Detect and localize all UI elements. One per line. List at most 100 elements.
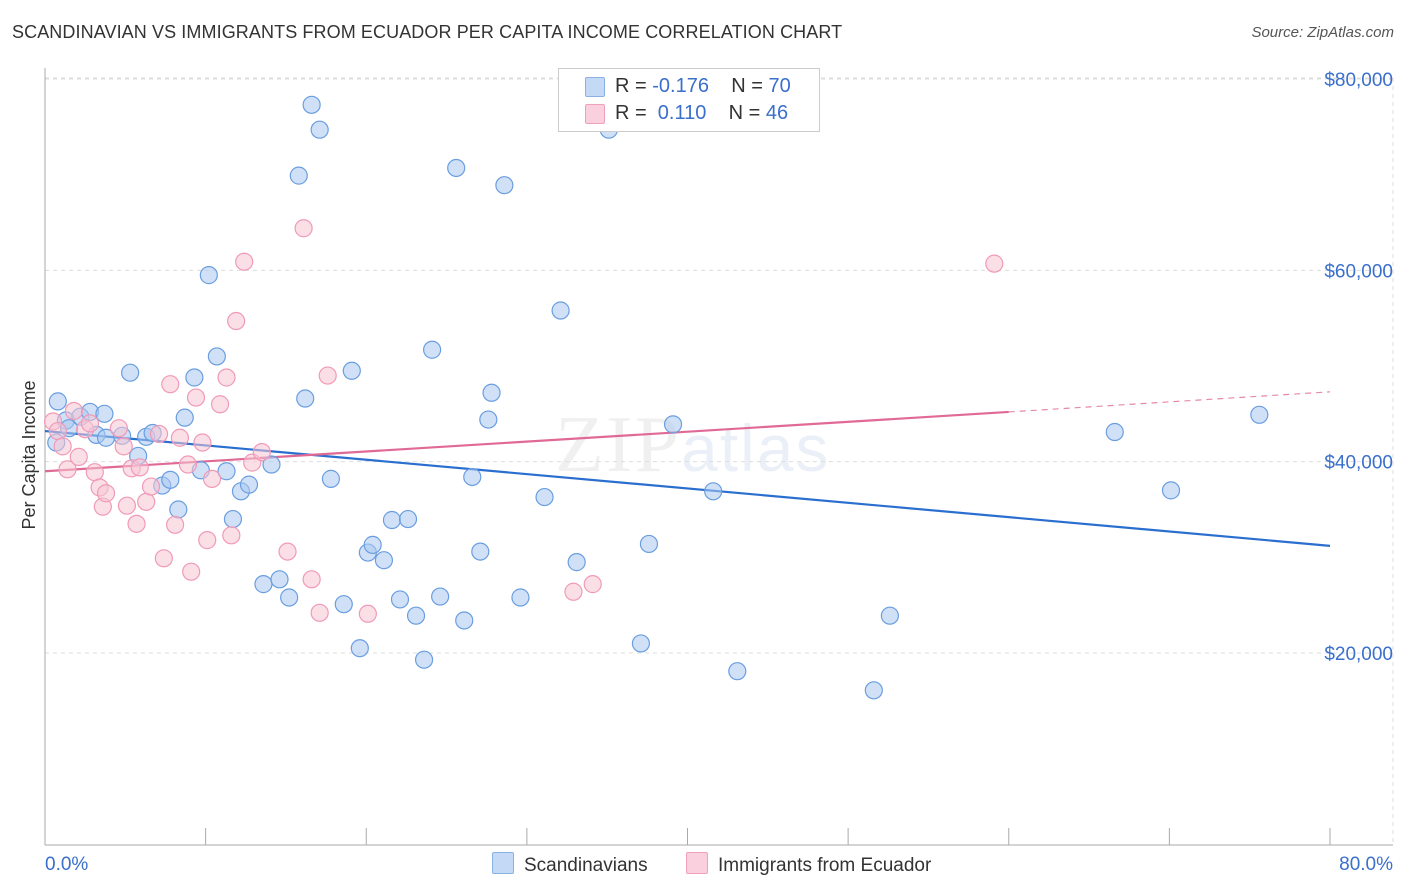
ecuador-point: [217, 368, 236, 387]
scandinavian-point: [223, 509, 243, 529]
scandinavian-point: [423, 340, 442, 359]
r-value: -0.176: [652, 75, 709, 97]
ecuador-point: [117, 496, 137, 515]
scandinavian-point: [169, 500, 188, 519]
scandinavian-point: [414, 650, 434, 669]
scandinavian-point: [280, 588, 299, 607]
bottom-legend-swatch-ecuador: [686, 852, 708, 874]
source-label: Source: ZipAtlas.com: [1251, 24, 1394, 41]
ecuador-point: [198, 531, 217, 550]
scandinavian-point: [161, 470, 180, 489]
scandinavian-point: [1161, 481, 1181, 500]
legend-text: R = 0.110 N = 46: [615, 102, 788, 125]
watermark-zip: ZIP: [555, 401, 681, 489]
ecuador-point: [294, 219, 313, 238]
scandinavian-point: [704, 482, 723, 501]
scandinavian-point: [390, 590, 410, 609]
scandinavian-point: [185, 368, 204, 387]
ecuador-point: [109, 419, 128, 438]
chart-title: SCANDINAVIAN VS IMMIGRANTS FROM ECUADOR …: [12, 22, 843, 42]
scandinavian-point: [880, 606, 899, 625]
scandinavian-point: [48, 392, 67, 411]
scandinavian-point: [1250, 405, 1269, 424]
ecuador-point: [53, 437, 72, 456]
scandinavian-point: [175, 408, 194, 427]
y-tick-label: $80,000: [1324, 70, 1393, 91]
axes: [44, 68, 1393, 846]
ecuador-point: [202, 469, 222, 488]
bottom-legend-ecuador[interactable]: Immigrants from Ecuador: [686, 852, 931, 877]
ecuador-point: [193, 433, 212, 452]
scandinavian-point: [663, 415, 683, 434]
scandinavian-point: [864, 681, 883, 700]
scandinavian-point: [431, 587, 450, 606]
ecuador-point: [166, 515, 185, 534]
scandinavian-point: [567, 553, 586, 572]
scandinavian-point: [382, 510, 402, 530]
ecuador-point: [58, 460, 77, 479]
ecuador-point: [114, 437, 133, 456]
scandinavian-point: [217, 462, 236, 481]
ecuador-point: [227, 311, 246, 331]
scandinavian-point: [302, 95, 321, 114]
r-label: R =: [615, 102, 653, 124]
ecuador-point: [358, 604, 377, 623]
scandinavian-point: [254, 575, 273, 594]
y-axis-label: Per Capita Income: [19, 380, 39, 529]
ecuador-point: [583, 575, 602, 594]
ecuador-point: [69, 447, 88, 466]
ecuador-point: [182, 562, 201, 581]
scandinavian-point: [455, 611, 474, 630]
legend-swatch-scandinavians: [585, 77, 605, 97]
scandinavian-point: [374, 551, 394, 570]
ecuador-point: [210, 395, 230, 414]
ecuador-point: [127, 514, 146, 533]
ecuador-point: [985, 254, 1004, 273]
ecuador-point: [85, 463, 104, 482]
ecuador-point: [137, 492, 156, 511]
scandinavian-point: [207, 347, 226, 366]
r-value: 0.110: [652, 102, 707, 124]
correlation-legend: R = -0.176 N = 70 R = 0.110 N = 46: [558, 68, 820, 132]
ecuador-point: [252, 443, 271, 462]
scandinavian-point: [363, 535, 382, 554]
ecuador-point: [564, 582, 583, 601]
bottom-legend-scandinavians[interactable]: Scandinavians: [492, 852, 648, 877]
scandinavian-point: [482, 383, 501, 402]
scandinavian-point: [639, 534, 659, 554]
scandinavian-point: [270, 570, 289, 589]
r-label: R =: [615, 75, 653, 97]
ecuador-point: [48, 421, 67, 441]
scandinavian-point: [479, 410, 498, 429]
ecuador-point: [235, 252, 254, 271]
watermark-atlas: atlas: [681, 411, 831, 485]
ecuador-point: [178, 455, 198, 474]
scandinavian-point: [262, 455, 281, 474]
scandinavian-point: [511, 588, 530, 607]
ecuador-point: [186, 388, 206, 407]
ecuador-trend-line: [44, 410, 1009, 473]
ecuador-point: [161, 375, 180, 394]
scandinavian-point: [350, 639, 369, 658]
ecuador-point: [302, 570, 321, 589]
bottom-legend-swatch-scandinavians: [492, 852, 514, 874]
scandinavian-point: [535, 487, 554, 507]
ecuador-point: [64, 401, 84, 421]
scandinavian-point: [121, 363, 140, 382]
x-tick-label-min: 0.0%: [45, 854, 88, 875]
scandinavian-point: [95, 404, 114, 423]
ecuador-point: [318, 366, 337, 385]
scandinavian-point: [199, 266, 218, 285]
bottom-legend-label: Immigrants from Ecuador: [718, 855, 932, 876]
ecuador-point: [278, 542, 297, 561]
n-label: N =: [728, 102, 766, 124]
data-points: [43, 95, 1269, 700]
scandinavian-point: [631, 634, 651, 653]
legend-text: R = -0.176 N = 70: [615, 75, 791, 98]
ecuador-point: [141, 477, 161, 496]
n-label: N =: [731, 75, 769, 97]
bottom-legend-label: Scandinavians: [524, 855, 648, 876]
ecuador-point: [80, 414, 100, 433]
scandinavian-point: [447, 158, 466, 178]
